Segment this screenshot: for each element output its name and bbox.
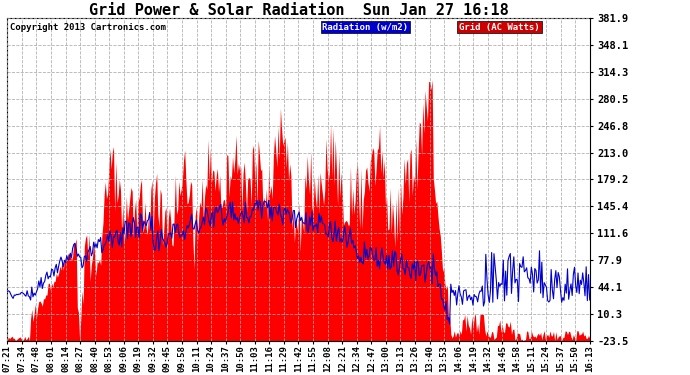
Text: Copyright 2013 Cartronics.com: Copyright 2013 Cartronics.com bbox=[10, 22, 166, 32]
Text: Grid (AC Watts): Grid (AC Watts) bbox=[459, 22, 540, 32]
Title: Grid Power & Solar Radiation  Sun Jan 27 16:18: Grid Power & Solar Radiation Sun Jan 27 … bbox=[88, 3, 509, 18]
Text: Radiation (w/m2): Radiation (w/m2) bbox=[322, 22, 408, 32]
